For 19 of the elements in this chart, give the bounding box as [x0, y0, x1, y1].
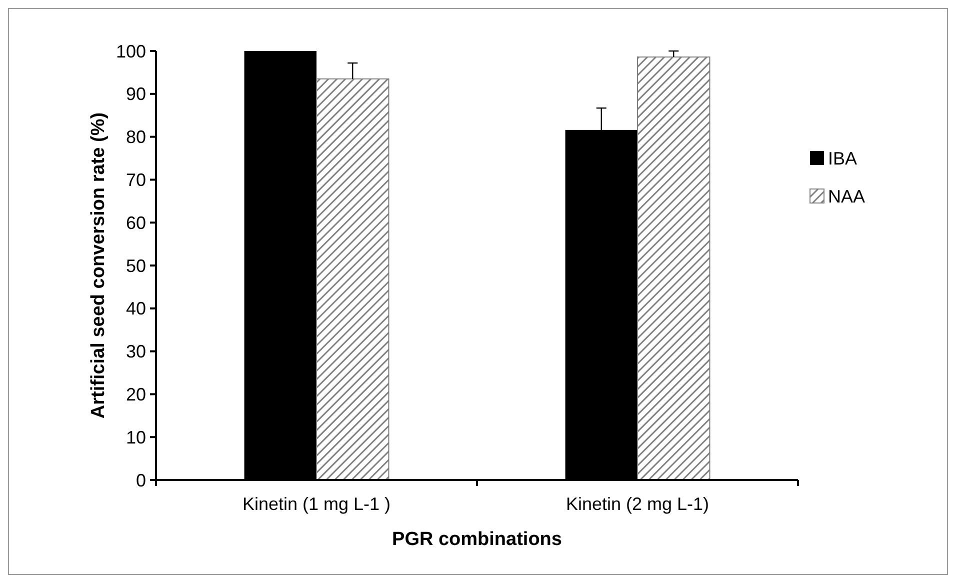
- y-tick-label: 40: [126, 298, 146, 319]
- y-tick-label: 50: [126, 256, 146, 276]
- bar: [637, 56, 710, 480]
- y-tick-label: 10: [126, 427, 146, 448]
- y-tick-label: 70: [126, 170, 146, 190]
- legend-label: NAA: [828, 186, 866, 206]
- y-tick-label: 80: [126, 127, 146, 148]
- y-tick-label: 20: [126, 384, 146, 404]
- x-tick-label: Kinetin (2 mg L-1): [566, 494, 710, 514]
- y-tick-label: 0: [136, 470, 146, 490]
- x-tick-label: Kinetin (1 mg L-1 ): [242, 494, 391, 514]
- bar: [316, 78, 390, 480]
- y-tick-label: 60: [126, 212, 146, 233]
- x-axis-title: PGR combinations: [392, 529, 562, 550]
- y-tick-label: 30: [126, 342, 146, 362]
- y-tick-label: 100: [116, 41, 146, 62]
- legend-label: IBA: [828, 148, 858, 168]
- y-tick-label: 90: [126, 84, 146, 104]
- y-axis-title: Artificial seed conversion rate (%): [88, 112, 109, 419]
